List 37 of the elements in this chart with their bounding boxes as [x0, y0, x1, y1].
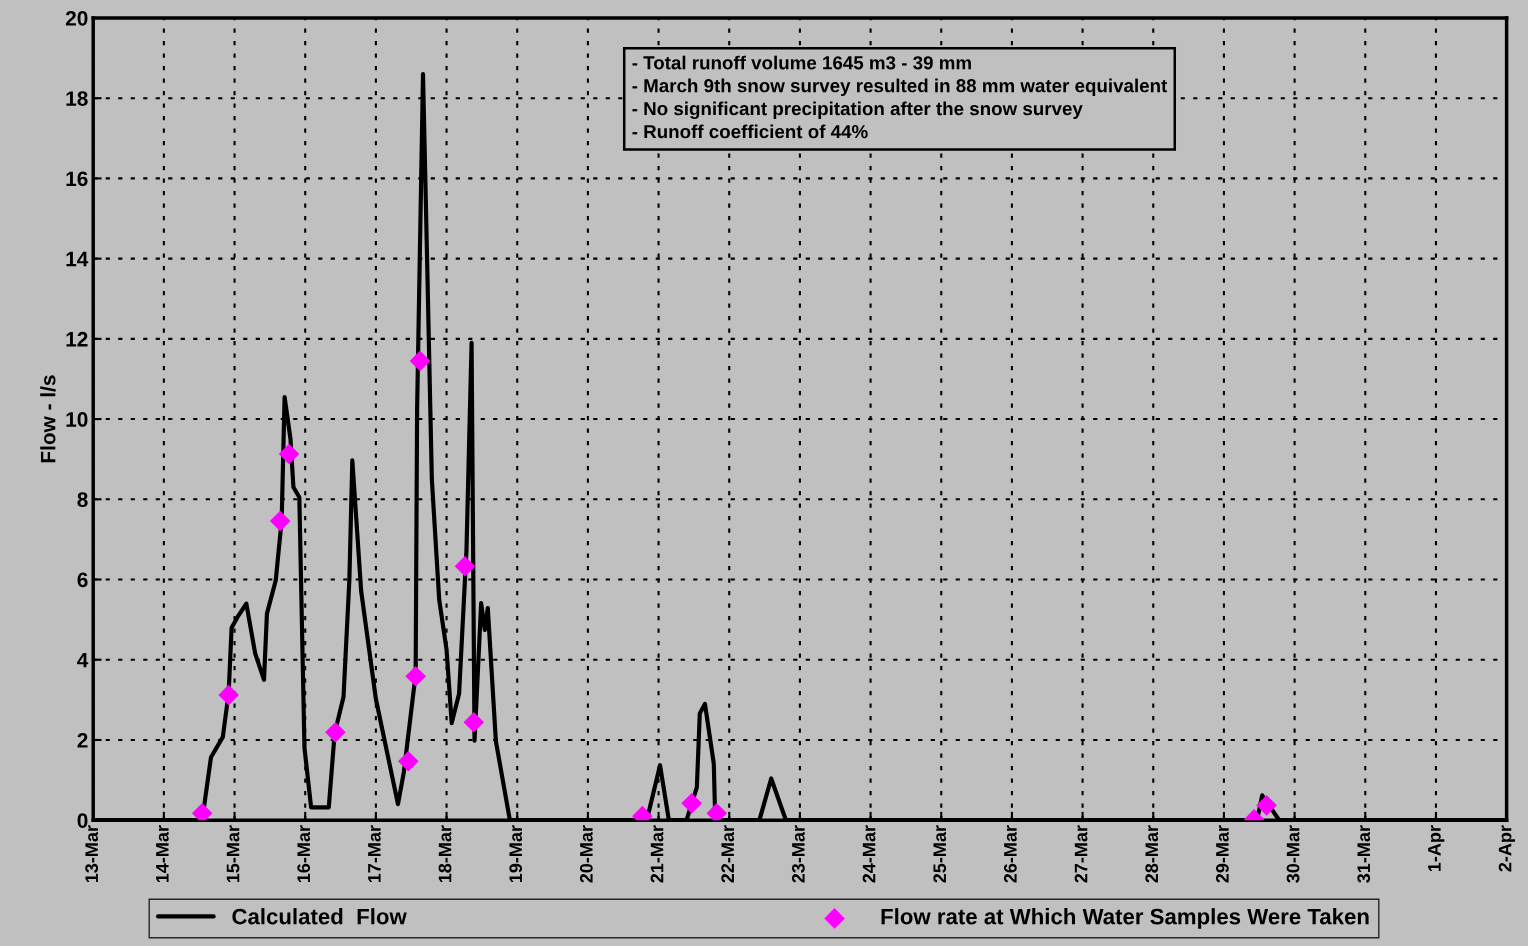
y-tick-label: 12 — [66, 331, 88, 347]
x-tick-label: 23-Mar — [791, 825, 805, 883]
x-tick-label: 14-Mar — [156, 825, 169, 883]
x-tick-label: 26-Mar — [1003, 825, 1017, 883]
y-tick-label: 16 — [66, 171, 88, 187]
x-tick-label: 19-Mar — [509, 825, 523, 883]
y-tick-label: 2 — [77, 732, 88, 748]
x-tick-label: 21-Mar — [650, 825, 664, 883]
y-axis-title: Flow - l/s — [40, 375, 56, 463]
y-tick-label: 18 — [66, 91, 88, 106]
x-tick-label: 1-Apr — [1428, 825, 1445, 872]
x-tick-label: 22-Mar — [721, 825, 735, 883]
x-tick-label: 27-Mar — [1074, 825, 1088, 883]
y-tick-label: 4 — [77, 652, 89, 668]
x-tick-label: 28-Mar — [1145, 825, 1159, 883]
x-tick-label: 25-Mar — [933, 825, 947, 883]
x-tick-label: 18-Mar — [438, 825, 452, 883]
y-tick-label: 14 — [66, 251, 89, 267]
annotation: - No significant precipitation after the snow survey — [632, 101, 1083, 120]
x-tick-label: 24-Mar — [862, 825, 876, 883]
x-tick-label: 20-Mar — [579, 825, 593, 883]
y-tick-label: 20 — [65, 10, 88, 26]
x-tick-label: 15-Mar — [226, 825, 240, 883]
y-tick-label: 8 — [77, 492, 88, 508]
annotation: - March 9th snow survey resulted in 88 mm water equivalent — [632, 78, 1168, 97]
x-tick-label: 31-Mar — [1357, 825, 1371, 883]
y-tick-label: 6 — [77, 572, 88, 588]
annotation: - Runoff coefficient of 44% — [632, 124, 868, 139]
x-tick-label: 17-Mar — [368, 825, 381, 883]
x-tick-label: 29-Mar — [1215, 825, 1229, 883]
legend-label: Flow rate at Which Water Samples Were Taken — [881, 908, 1369, 929]
legend-label: Calculated Flow — [232, 908, 407, 925]
x-tick-label: 30-Mar — [1286, 825, 1300, 883]
annotation: - Total runoff volume 1645 m3 - 39 mm — [632, 55, 971, 70]
x-tick-label: 2-Apr — [1498, 825, 1516, 872]
y-tick-label: 10 — [66, 412, 88, 427]
x-tick-label: 16-Mar — [297, 825, 311, 883]
